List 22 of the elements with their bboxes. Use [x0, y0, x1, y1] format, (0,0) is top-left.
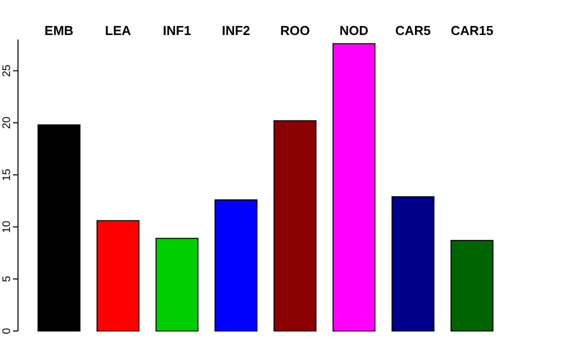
- x-tick-label: EMB: [44, 23, 74, 38]
- bar: [332, 43, 376, 332]
- bar: [274, 120, 316, 332]
- bar: [450, 240, 494, 332]
- x-tick-label: ROO: [280, 23, 310, 38]
- y-tick-label: 10: [1, 220, 13, 234]
- y-tick-label: 0: [1, 328, 13, 334]
- bar: [156, 238, 198, 332]
- y-tick-label: 25: [1, 64, 13, 77]
- bar: [96, 220, 140, 332]
- x-tick-label: CAR15: [450, 23, 494, 38]
- bar: [214, 199, 258, 332]
- y-tick-label: 5: [1, 276, 13, 282]
- x-tick-label: INF2: [222, 23, 250, 38]
- x-tick-label: CAR5: [395, 23, 431, 38]
- x-tick-label: INF1: [162, 23, 192, 38]
- y-tick-label: 20: [1, 116, 13, 129]
- bar: [392, 196, 434, 332]
- x-tick-label: NOD: [340, 23, 368, 38]
- bar: [38, 124, 80, 332]
- y-tick-label: 15: [1, 168, 13, 181]
- x-tick-label: LEA: [105, 23, 132, 38]
